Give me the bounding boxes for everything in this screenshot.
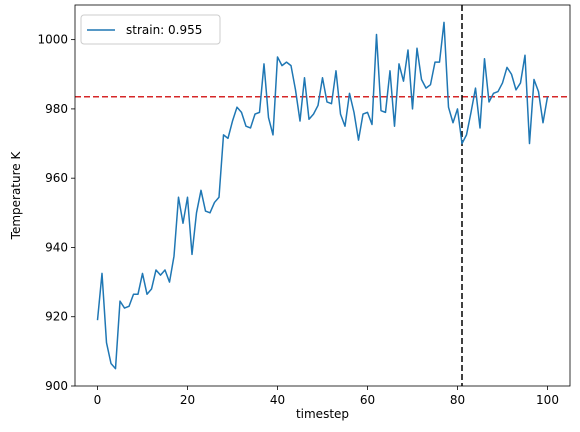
x-tick-label: 20: [180, 393, 195, 407]
legend-box: [80, 14, 221, 45]
y-tick-label: 900: [45, 379, 68, 393]
y-axis-label: Temperature K: [9, 151, 23, 241]
legend-label: strain: 0.955: [126, 23, 202, 37]
x-tick-label: 40: [270, 393, 285, 407]
x-axis-label: timestep: [296, 407, 349, 421]
legend: strain: 0.955: [80, 14, 221, 45]
y-tick-label: 980: [45, 102, 68, 116]
plot-frame: [74, 4, 571, 387]
x-tick-label: 80: [450, 393, 465, 407]
y-tick-label: 960: [45, 171, 68, 185]
x-tick-label: 60: [360, 393, 375, 407]
x-tick-label: 100: [536, 393, 559, 407]
series-line: [96, 21, 549, 370]
y-tick-label: 920: [45, 310, 68, 324]
y-tick-label: 1000: [37, 33, 68, 47]
x-tick-label: 0: [94, 393, 102, 407]
y-tick-label: 940: [45, 240, 68, 254]
